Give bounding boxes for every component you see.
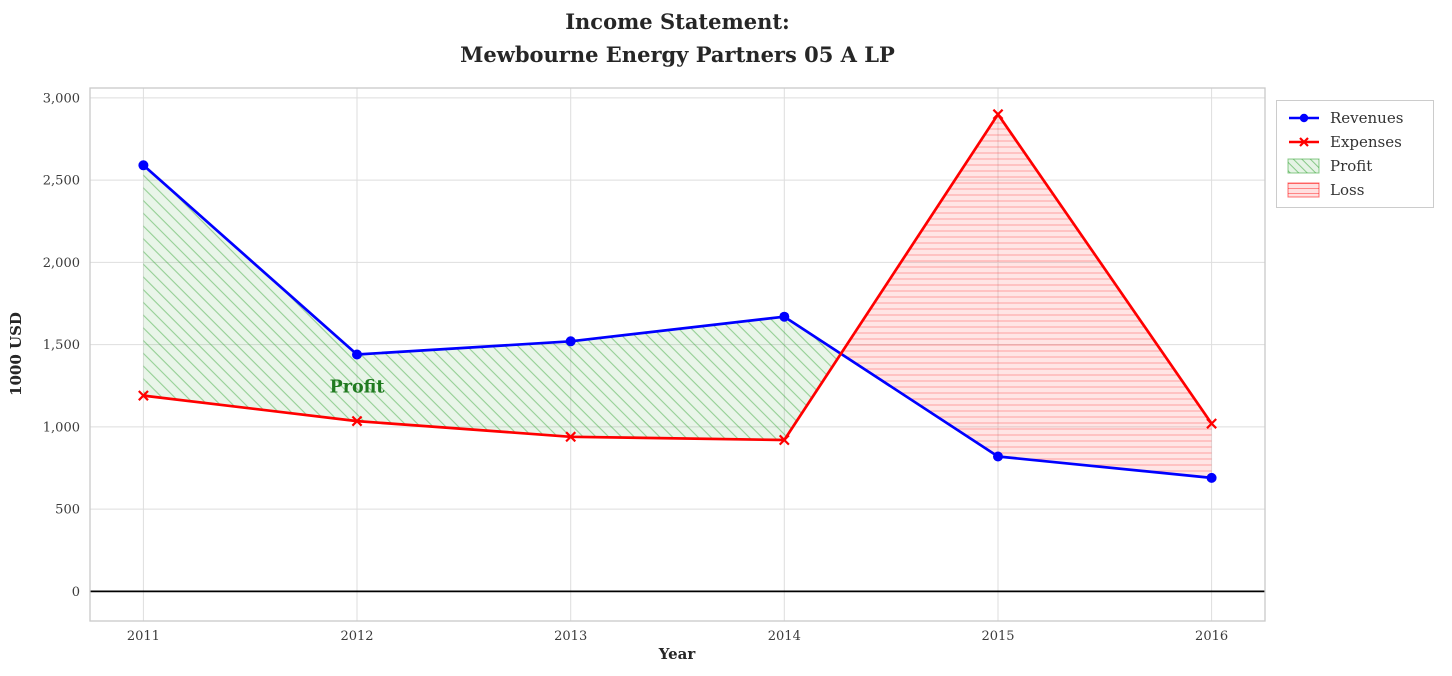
x-tick-label: 2011 bbox=[127, 629, 160, 644]
expenses-marker bbox=[138, 390, 149, 401]
legend-label-profit: Profit bbox=[1330, 157, 1373, 175]
x-tick-label: 2013 bbox=[554, 629, 587, 644]
legend: Revenues Expenses Profit Loss bbox=[1276, 100, 1434, 208]
y-tick-label: 3,000 bbox=[43, 91, 80, 106]
y-axis-label: 1000 USD bbox=[7, 312, 25, 396]
legend-item-loss: Loss bbox=[1287, 181, 1423, 199]
profit-annotation: Profit bbox=[330, 378, 385, 398]
y-tick-label: 500 bbox=[55, 503, 80, 518]
x-tick-label: 2015 bbox=[981, 629, 1014, 644]
y-tick-label: 1,000 bbox=[43, 420, 80, 435]
legend-label-expenses: Expenses bbox=[1330, 133, 1402, 151]
expenses-marker bbox=[351, 415, 363, 427]
expenses-marker bbox=[565, 431, 577, 443]
loss-patch-icon bbox=[1287, 182, 1320, 198]
x-tick-label: 2016 bbox=[1195, 629, 1228, 644]
revenues-marker bbox=[779, 311, 790, 322]
expenses-marker bbox=[778, 434, 790, 446]
revenues-marker bbox=[993, 451, 1003, 462]
y-tick-label: 2,500 bbox=[43, 174, 80, 189]
legend-item-revenues: Revenues bbox=[1287, 109, 1423, 127]
revenues-marker bbox=[138, 160, 149, 171]
profit-fill bbox=[143, 165, 841, 441]
revenues-marker bbox=[352, 349, 362, 360]
revenues-marker bbox=[1206, 472, 1217, 483]
y-tick-label: 1,500 bbox=[43, 338, 80, 353]
x-axis-label: Year bbox=[658, 645, 696, 663]
expenses-marker bbox=[992, 108, 1004, 120]
legend-item-expenses: Expenses bbox=[1287, 133, 1423, 151]
legend-label-loss: Loss bbox=[1330, 181, 1365, 199]
y-tick-label: 0 bbox=[72, 585, 80, 600]
expenses-line bbox=[142, 112, 1213, 442]
revenues-marker bbox=[565, 336, 576, 347]
x-tick-label: 2012 bbox=[340, 629, 373, 644]
expenses-line-icon bbox=[1289, 137, 1319, 147]
revenues-line-icon bbox=[1289, 113, 1319, 123]
loss-fill bbox=[840, 114, 1212, 478]
profit-patch-icon bbox=[1287, 158, 1320, 174]
chart-title: Income Statement: Mewbourne Energy Partn… bbox=[460, 9, 895, 67]
x-tick-label: 2014 bbox=[768, 629, 801, 644]
y-tick-label: 2,000 bbox=[43, 256, 80, 271]
expenses-marker bbox=[1206, 418, 1217, 429]
legend-item-profit: Profit bbox=[1287, 157, 1423, 175]
legend-label-revenues: Revenues bbox=[1330, 109, 1404, 127]
revenues-line bbox=[142, 163, 1213, 480]
